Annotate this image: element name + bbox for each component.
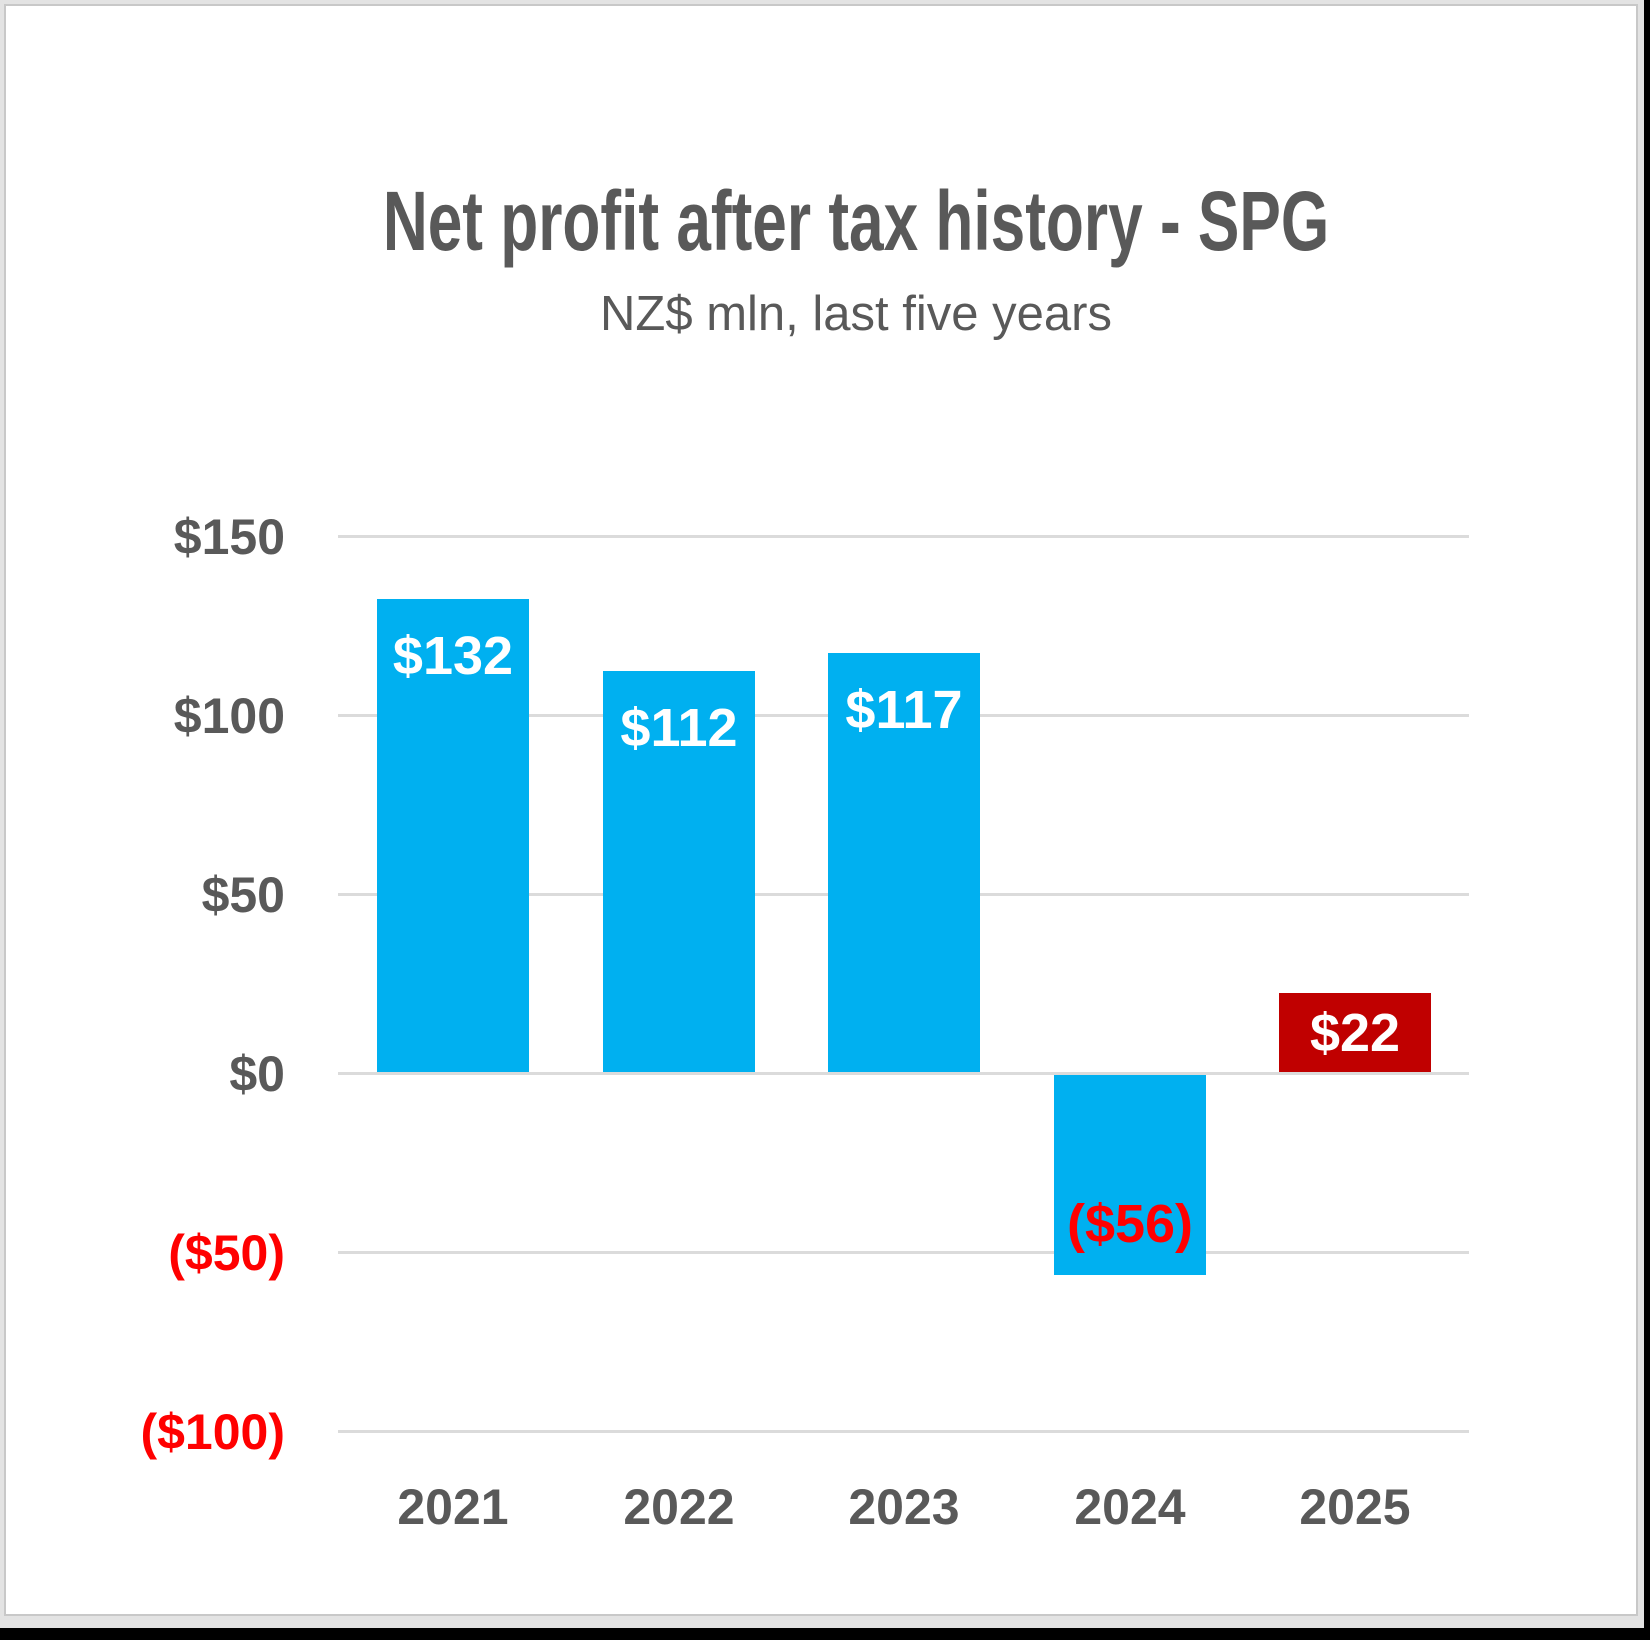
gridline-neg100 [338,1430,1469,1433]
y-axis-tick-label-100: $100 [173,688,285,744]
gridline-150 [338,535,1469,538]
y-axis-tick-label-150: $150 [173,509,285,565]
bar-value-label-2022: $112 [620,698,738,758]
chart-header: Net profit after tax history - SPG NZ$ m… [76,179,1636,339]
chart-title: Net profit after tax history - SPG [382,174,1330,268]
y-axis-tick-label-neg100: ($100) [140,1404,285,1460]
bar-2025: $22 [1279,993,1431,1072]
x-axis-label-2024: 2024 [1074,1479,1186,1535]
bar-2024: ($56) [1054,1075,1206,1275]
bar-value-label-2025: $22 [1309,1002,1401,1063]
bar-value-label-2024: ($56) [1066,1194,1194,1254]
gridline-neg50 [338,1251,1469,1254]
y-axis-tick-label-neg50: ($50) [168,1225,285,1281]
x-axis-label-2022: 2022 [623,1479,735,1535]
bar-value-label-2023: $117 [845,680,963,740]
bar-2021: $132 [377,599,529,1072]
x-axis-label-2023: 2023 [848,1479,960,1535]
y-axis-tick-label-50: $50 [201,867,285,923]
x-axis-label-2021: 2021 [397,1479,509,1535]
chart-subtitle: NZ$ mln, last five years [600,287,1112,341]
bar-2022: $112 [603,671,755,1072]
bar-2023: $117 [828,653,980,1072]
screen-edge-right [1644,0,1650,1640]
screen-edge-bottom [0,1628,1650,1640]
chart-card: Net profit after tax history - SPG NZ$ m… [4,4,1638,1616]
x-axis-label-2025: 2025 [1299,1479,1411,1535]
bar-value-label-2021: $132 [392,626,514,686]
gridline-zero [338,1072,1469,1075]
y-axis-tick-label-zero: $0 [229,1046,285,1102]
